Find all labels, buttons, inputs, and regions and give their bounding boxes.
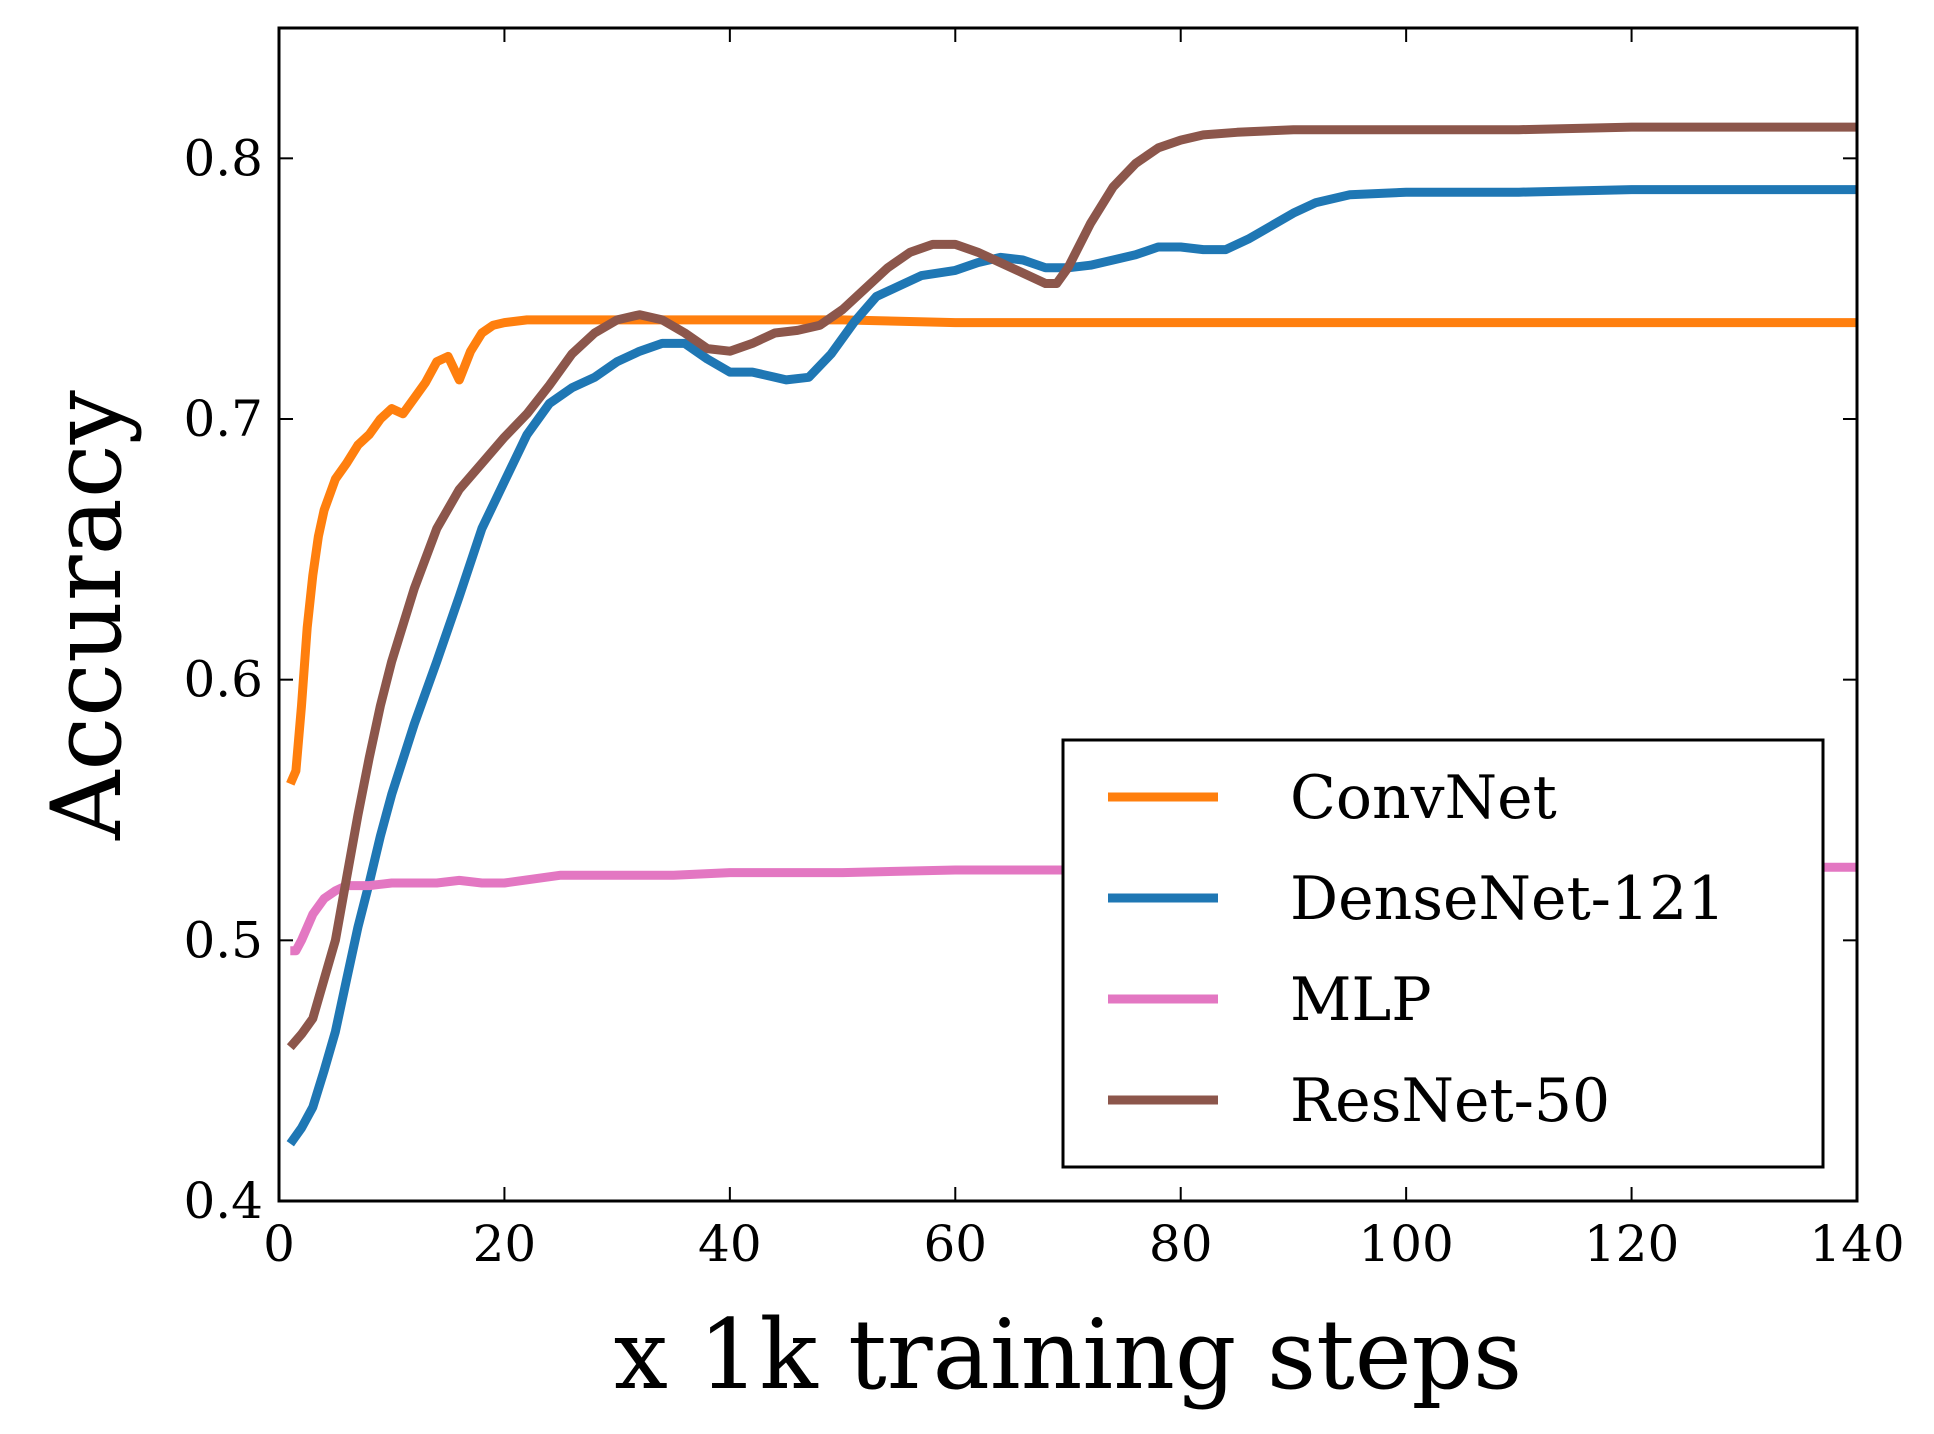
series-layer <box>286 122 1857 1147</box>
x-tick-label: 100 <box>1358 1215 1453 1273</box>
series-line-densenet-121 <box>286 185 1857 1147</box>
y-tick-label: 0.5 <box>183 911 263 969</box>
x-tick-label: 0 <box>263 1215 295 1273</box>
x-tick-label: 20 <box>473 1215 537 1273</box>
y-tick-label: 0.6 <box>183 651 263 709</box>
x-tick-label: 60 <box>923 1215 987 1273</box>
x-tick-label: 40 <box>698 1215 762 1273</box>
tick-layer: 0 20 40 60 80 100 120 140 0.4 0.5 0.6 0.7 0.8 <box>183 28 1905 1273</box>
y-axis-title: Accuracy <box>31 390 143 841</box>
x-axis-title: x 1k training steps <box>614 1299 1523 1411</box>
x-tick-label: 140 <box>1809 1215 1904 1273</box>
legend-label-convnet: ConvNet <box>1290 763 1557 833</box>
legend-label-densenet-121: DenseNet-121 <box>1290 864 1725 934</box>
series-line-convnet <box>286 315 1857 786</box>
legend: ConvNet DenseNet-121 MLP ResNet-50 <box>1061 738 1825 1169</box>
legend-label-mlp: MLP <box>1290 965 1432 1035</box>
y-tick-label: 0.4 <box>183 1172 263 1230</box>
y-tick-label: 0.8 <box>183 129 263 187</box>
plot-frame <box>277 26 1859 1203</box>
series-line-resnet-50 <box>286 122 1857 1051</box>
x-tick-label: 80 <box>1149 1215 1213 1273</box>
y-tick-label: 0.7 <box>183 390 263 448</box>
x-tick-label: 120 <box>1584 1215 1679 1273</box>
legend-label-resnet-50: ResNet-50 <box>1290 1066 1610 1136</box>
